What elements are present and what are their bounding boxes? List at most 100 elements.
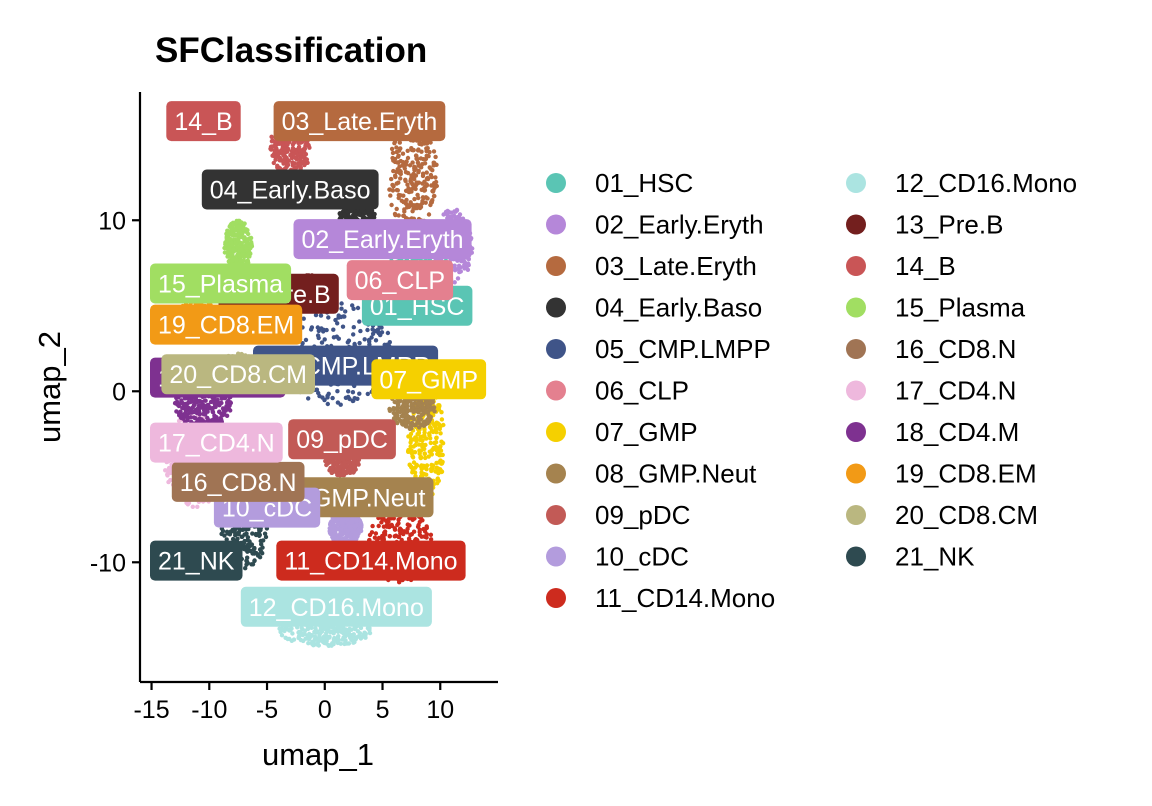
data-point xyxy=(409,532,414,537)
data-point xyxy=(212,413,217,418)
data-point xyxy=(396,213,401,218)
data-point xyxy=(321,327,326,332)
data-point xyxy=(394,406,399,411)
data-point xyxy=(343,638,348,643)
data-point xyxy=(428,425,433,431)
data-point xyxy=(348,208,354,214)
data-point xyxy=(290,160,295,166)
data-point xyxy=(302,162,307,168)
data-point xyxy=(400,163,405,168)
data-point xyxy=(392,211,398,217)
data-point xyxy=(433,154,438,160)
data-point xyxy=(433,444,439,450)
data-point xyxy=(357,391,362,396)
data-point xyxy=(424,400,429,406)
data-point xyxy=(408,440,413,445)
data-point xyxy=(322,337,327,342)
data-point xyxy=(298,629,303,635)
data-point xyxy=(302,145,307,151)
data-point xyxy=(325,401,330,407)
data-point xyxy=(422,427,427,432)
data-point xyxy=(410,454,415,459)
data-point xyxy=(345,340,350,345)
data-point xyxy=(462,266,467,271)
data-point xyxy=(232,227,237,232)
data-point xyxy=(397,140,402,145)
data-point xyxy=(433,179,439,185)
data-point xyxy=(407,448,413,453)
data-point xyxy=(396,534,402,539)
data-point xyxy=(228,408,233,413)
data-point xyxy=(452,280,457,285)
data-point xyxy=(432,440,437,446)
data-point xyxy=(405,148,410,153)
data-point xyxy=(351,461,357,466)
data-point xyxy=(331,639,337,644)
data-point xyxy=(280,151,285,156)
data-point xyxy=(409,147,415,153)
data-point xyxy=(339,301,344,306)
data-point xyxy=(385,330,391,336)
data-point xyxy=(420,181,425,186)
data-point xyxy=(412,470,418,475)
data-point xyxy=(234,219,239,225)
data-point xyxy=(422,195,427,200)
data-point xyxy=(347,534,353,539)
data-point xyxy=(228,237,233,242)
data-point xyxy=(332,526,337,531)
data-point xyxy=(291,637,297,642)
data-point xyxy=(223,240,228,245)
data-point xyxy=(298,140,303,145)
data-point xyxy=(457,269,462,275)
data-point xyxy=(405,155,411,161)
data-point xyxy=(391,410,396,416)
data-point xyxy=(304,157,310,162)
data-point xyxy=(316,637,321,643)
data-point xyxy=(176,402,181,407)
data-point xyxy=(352,530,357,535)
data-point xyxy=(248,243,253,249)
data-point xyxy=(403,170,409,175)
data-point xyxy=(236,231,241,237)
data-point xyxy=(335,400,341,405)
data-point xyxy=(370,523,375,529)
data-point xyxy=(424,153,429,158)
data-point xyxy=(419,464,424,470)
data-point xyxy=(385,521,390,526)
data-point xyxy=(407,426,413,431)
data-point xyxy=(319,340,325,345)
data-point xyxy=(218,400,223,406)
data-point xyxy=(350,390,356,395)
data-point xyxy=(394,149,399,155)
data-point xyxy=(411,422,416,428)
data-point xyxy=(317,631,322,637)
data-point xyxy=(350,303,355,308)
data-point xyxy=(452,268,458,273)
data-point xyxy=(240,252,245,257)
data-point xyxy=(379,520,384,525)
data-point xyxy=(430,463,436,468)
data-point xyxy=(415,524,421,529)
data-point xyxy=(418,437,423,443)
data-point xyxy=(190,504,195,509)
data-point xyxy=(429,468,434,474)
data-point xyxy=(436,466,441,471)
data-point xyxy=(345,517,350,522)
data-point xyxy=(416,430,422,435)
data-point xyxy=(355,305,361,311)
data-point xyxy=(282,157,287,162)
data-point xyxy=(425,196,430,201)
data-point xyxy=(335,517,341,522)
data-point xyxy=(336,336,341,341)
data-point xyxy=(439,461,444,466)
data-point xyxy=(388,193,393,198)
data-point xyxy=(210,406,215,411)
data-point xyxy=(342,212,347,217)
data-point xyxy=(414,436,419,441)
data-point xyxy=(174,409,179,414)
data-point xyxy=(412,450,418,455)
data-point xyxy=(411,444,416,449)
data-point xyxy=(326,315,331,320)
data-point xyxy=(418,156,424,161)
